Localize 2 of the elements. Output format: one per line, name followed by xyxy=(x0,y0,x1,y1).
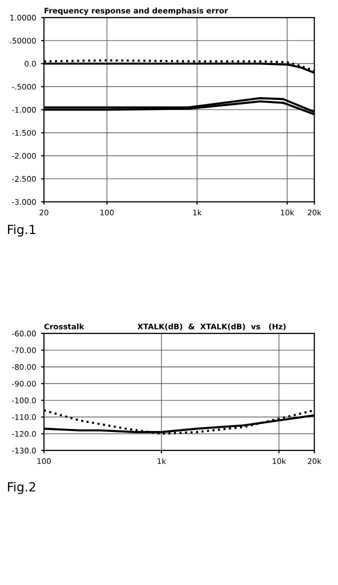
caption: Fig.2 xyxy=(8,482,36,494)
caption: Fig.1 xyxy=(8,224,36,237)
